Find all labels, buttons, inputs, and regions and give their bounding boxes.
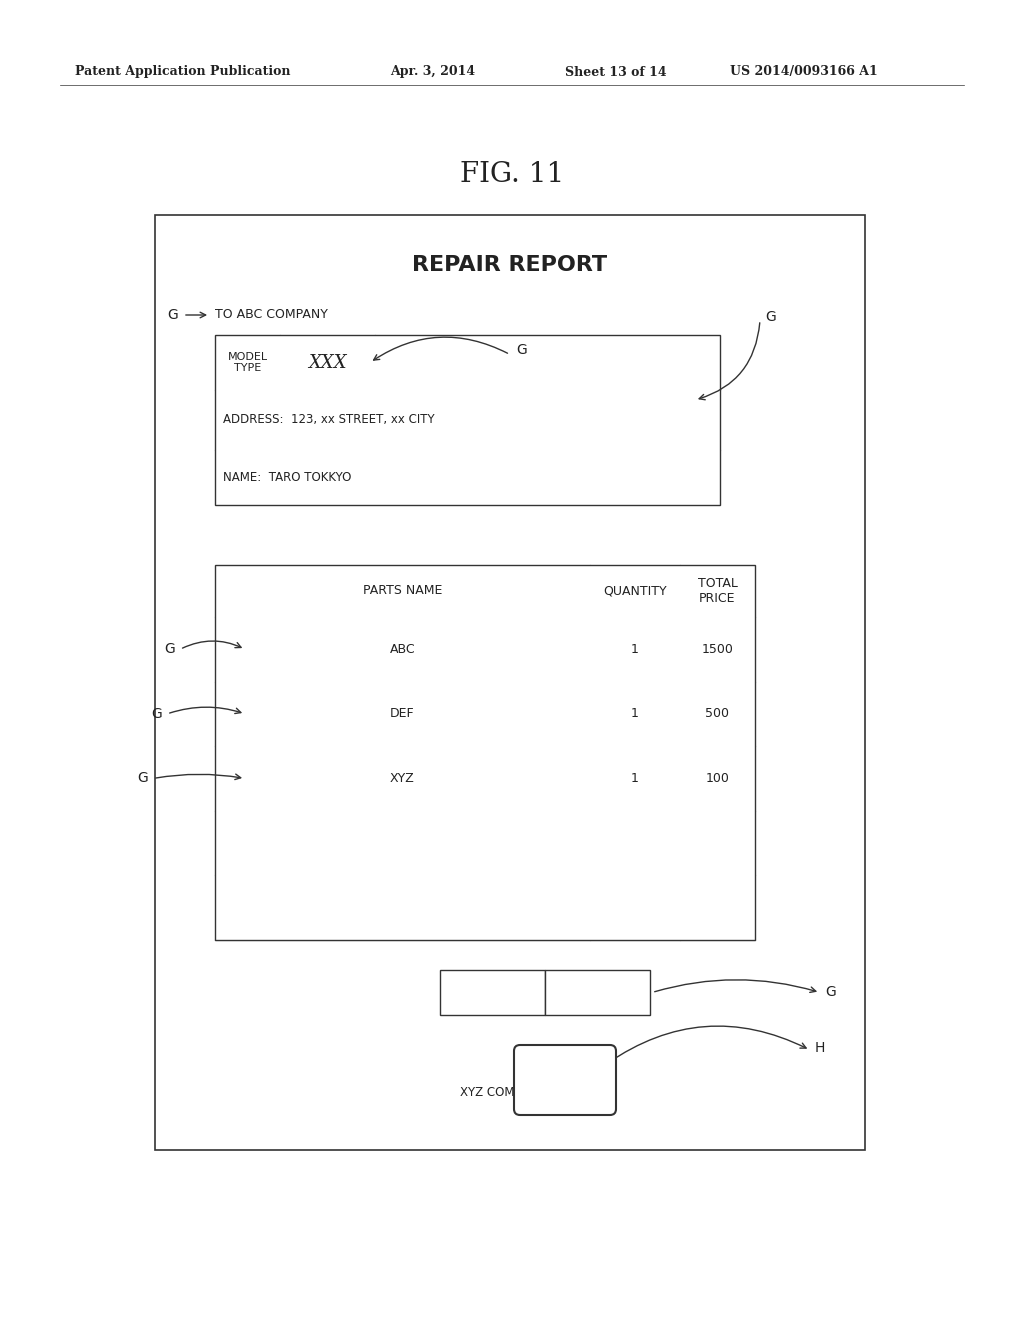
Text: DEF: DEF	[390, 708, 415, 721]
Text: REPAIR REPORT: REPAIR REPORT	[413, 255, 607, 275]
Text: FIG. 11: FIG. 11	[460, 161, 564, 189]
Text: 1: 1	[631, 772, 639, 785]
Bar	[215, 335, 720, 506]
Text: G: G	[167, 308, 178, 322]
Text: G: G	[137, 771, 148, 785]
Text: Sheet 13 of 14: Sheet 13 of 14	[565, 66, 667, 78]
FancyBboxPatch shape	[514, 1045, 616, 1115]
Text: G: G	[825, 986, 836, 999]
Text: G: G	[152, 708, 162, 721]
Text: TOTAL
PRICE: TOTAL PRICE	[697, 577, 737, 605]
Text: NAME:  TARO TOKKYO: NAME: TARO TOKKYO	[223, 471, 351, 484]
Text: TO ABC COMPANY: TO ABC COMPANY	[215, 309, 328, 322]
Text: XXX: XXX	[308, 354, 347, 371]
Text: ADDRESS:  123, xx STREET, xx CITY: ADDRESS: 123, xx STREET, xx CITY	[223, 413, 434, 426]
Text: 1500: 1500	[701, 643, 733, 656]
Text: G: G	[765, 310, 776, 323]
Text: G: G	[516, 343, 526, 358]
Text: G: G	[164, 643, 175, 656]
Text: 100: 100	[706, 772, 729, 785]
Text: AMOUNT
BILLED: AMOUNT BILLED	[468, 982, 517, 1003]
Text: 500: 500	[706, 708, 729, 721]
Bar	[215, 565, 755, 940]
Text: PARTS NAME: PARTS NAME	[362, 585, 442, 598]
Text: 1: 1	[631, 708, 639, 721]
Text: MODEL
TYPE: MODEL TYPE	[227, 351, 267, 374]
Text: XYZ COMPANY: XYZ COMPANY	[460, 1085, 545, 1098]
Text: SEAL: SEAL	[546, 1072, 584, 1088]
Text: 2100: 2100	[582, 986, 613, 999]
Bar	[440, 970, 545, 1015]
Bar	[545, 970, 650, 1015]
Text: Patent Application Publication: Patent Application Publication	[75, 66, 291, 78]
Text: QUANTITY: QUANTITY	[603, 585, 667, 598]
Text: ABC: ABC	[390, 643, 416, 656]
Text: US 2014/0093166 A1: US 2014/0093166 A1	[730, 66, 878, 78]
Text: XYZ: XYZ	[390, 772, 415, 785]
Bar	[155, 215, 865, 1150]
Text: 1: 1	[631, 643, 639, 656]
Text: Apr. 3, 2014: Apr. 3, 2014	[390, 66, 475, 78]
Text: H: H	[815, 1041, 825, 1055]
